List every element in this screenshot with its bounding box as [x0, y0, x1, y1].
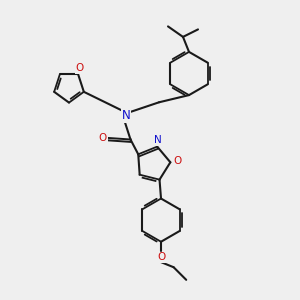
Text: N: N [122, 109, 130, 122]
Text: O: O [76, 63, 84, 73]
Text: O: O [99, 133, 107, 143]
Text: O: O [174, 156, 182, 166]
Text: O: O [157, 252, 165, 262]
Text: N: N [154, 135, 162, 145]
